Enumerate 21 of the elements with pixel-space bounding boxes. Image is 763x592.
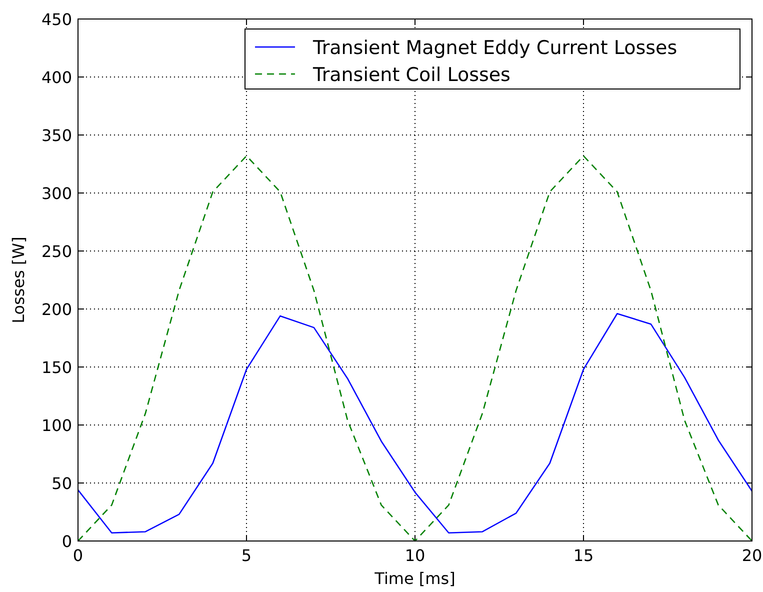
y-tick-label: 450 [41, 10, 72, 29]
y-tick-label: 400 [41, 68, 72, 87]
y-tick-label: 0 [62, 532, 72, 551]
y-tick-label: 150 [41, 358, 72, 377]
legend-label: Transient Coil Losses [312, 64, 510, 86]
x-tick-label: 5 [241, 546, 252, 565]
legend-label: Transient Magnet Eddy Current Losses [312, 37, 678, 59]
x-tick-label: 10 [404, 546, 426, 565]
y-axis-title: Losses [W] [9, 236, 28, 324]
y-tick-label: 300 [41, 184, 72, 203]
line-series [77, 155, 753, 542]
y-tick-label: 50 [52, 474, 72, 493]
x-tick-label: 15 [573, 546, 594, 565]
y-tick-label: 200 [41, 300, 72, 319]
y-tick-label: 100 [41, 416, 72, 435]
x-axis-title: Time [ms] [374, 569, 456, 588]
line-series [77, 312, 753, 534]
x-tick-label: 20 [742, 546, 762, 565]
y-tick-label: 350 [41, 126, 72, 145]
y-tick-label: 250 [41, 242, 72, 261]
x-tick-label: 0 [72, 546, 84, 565]
